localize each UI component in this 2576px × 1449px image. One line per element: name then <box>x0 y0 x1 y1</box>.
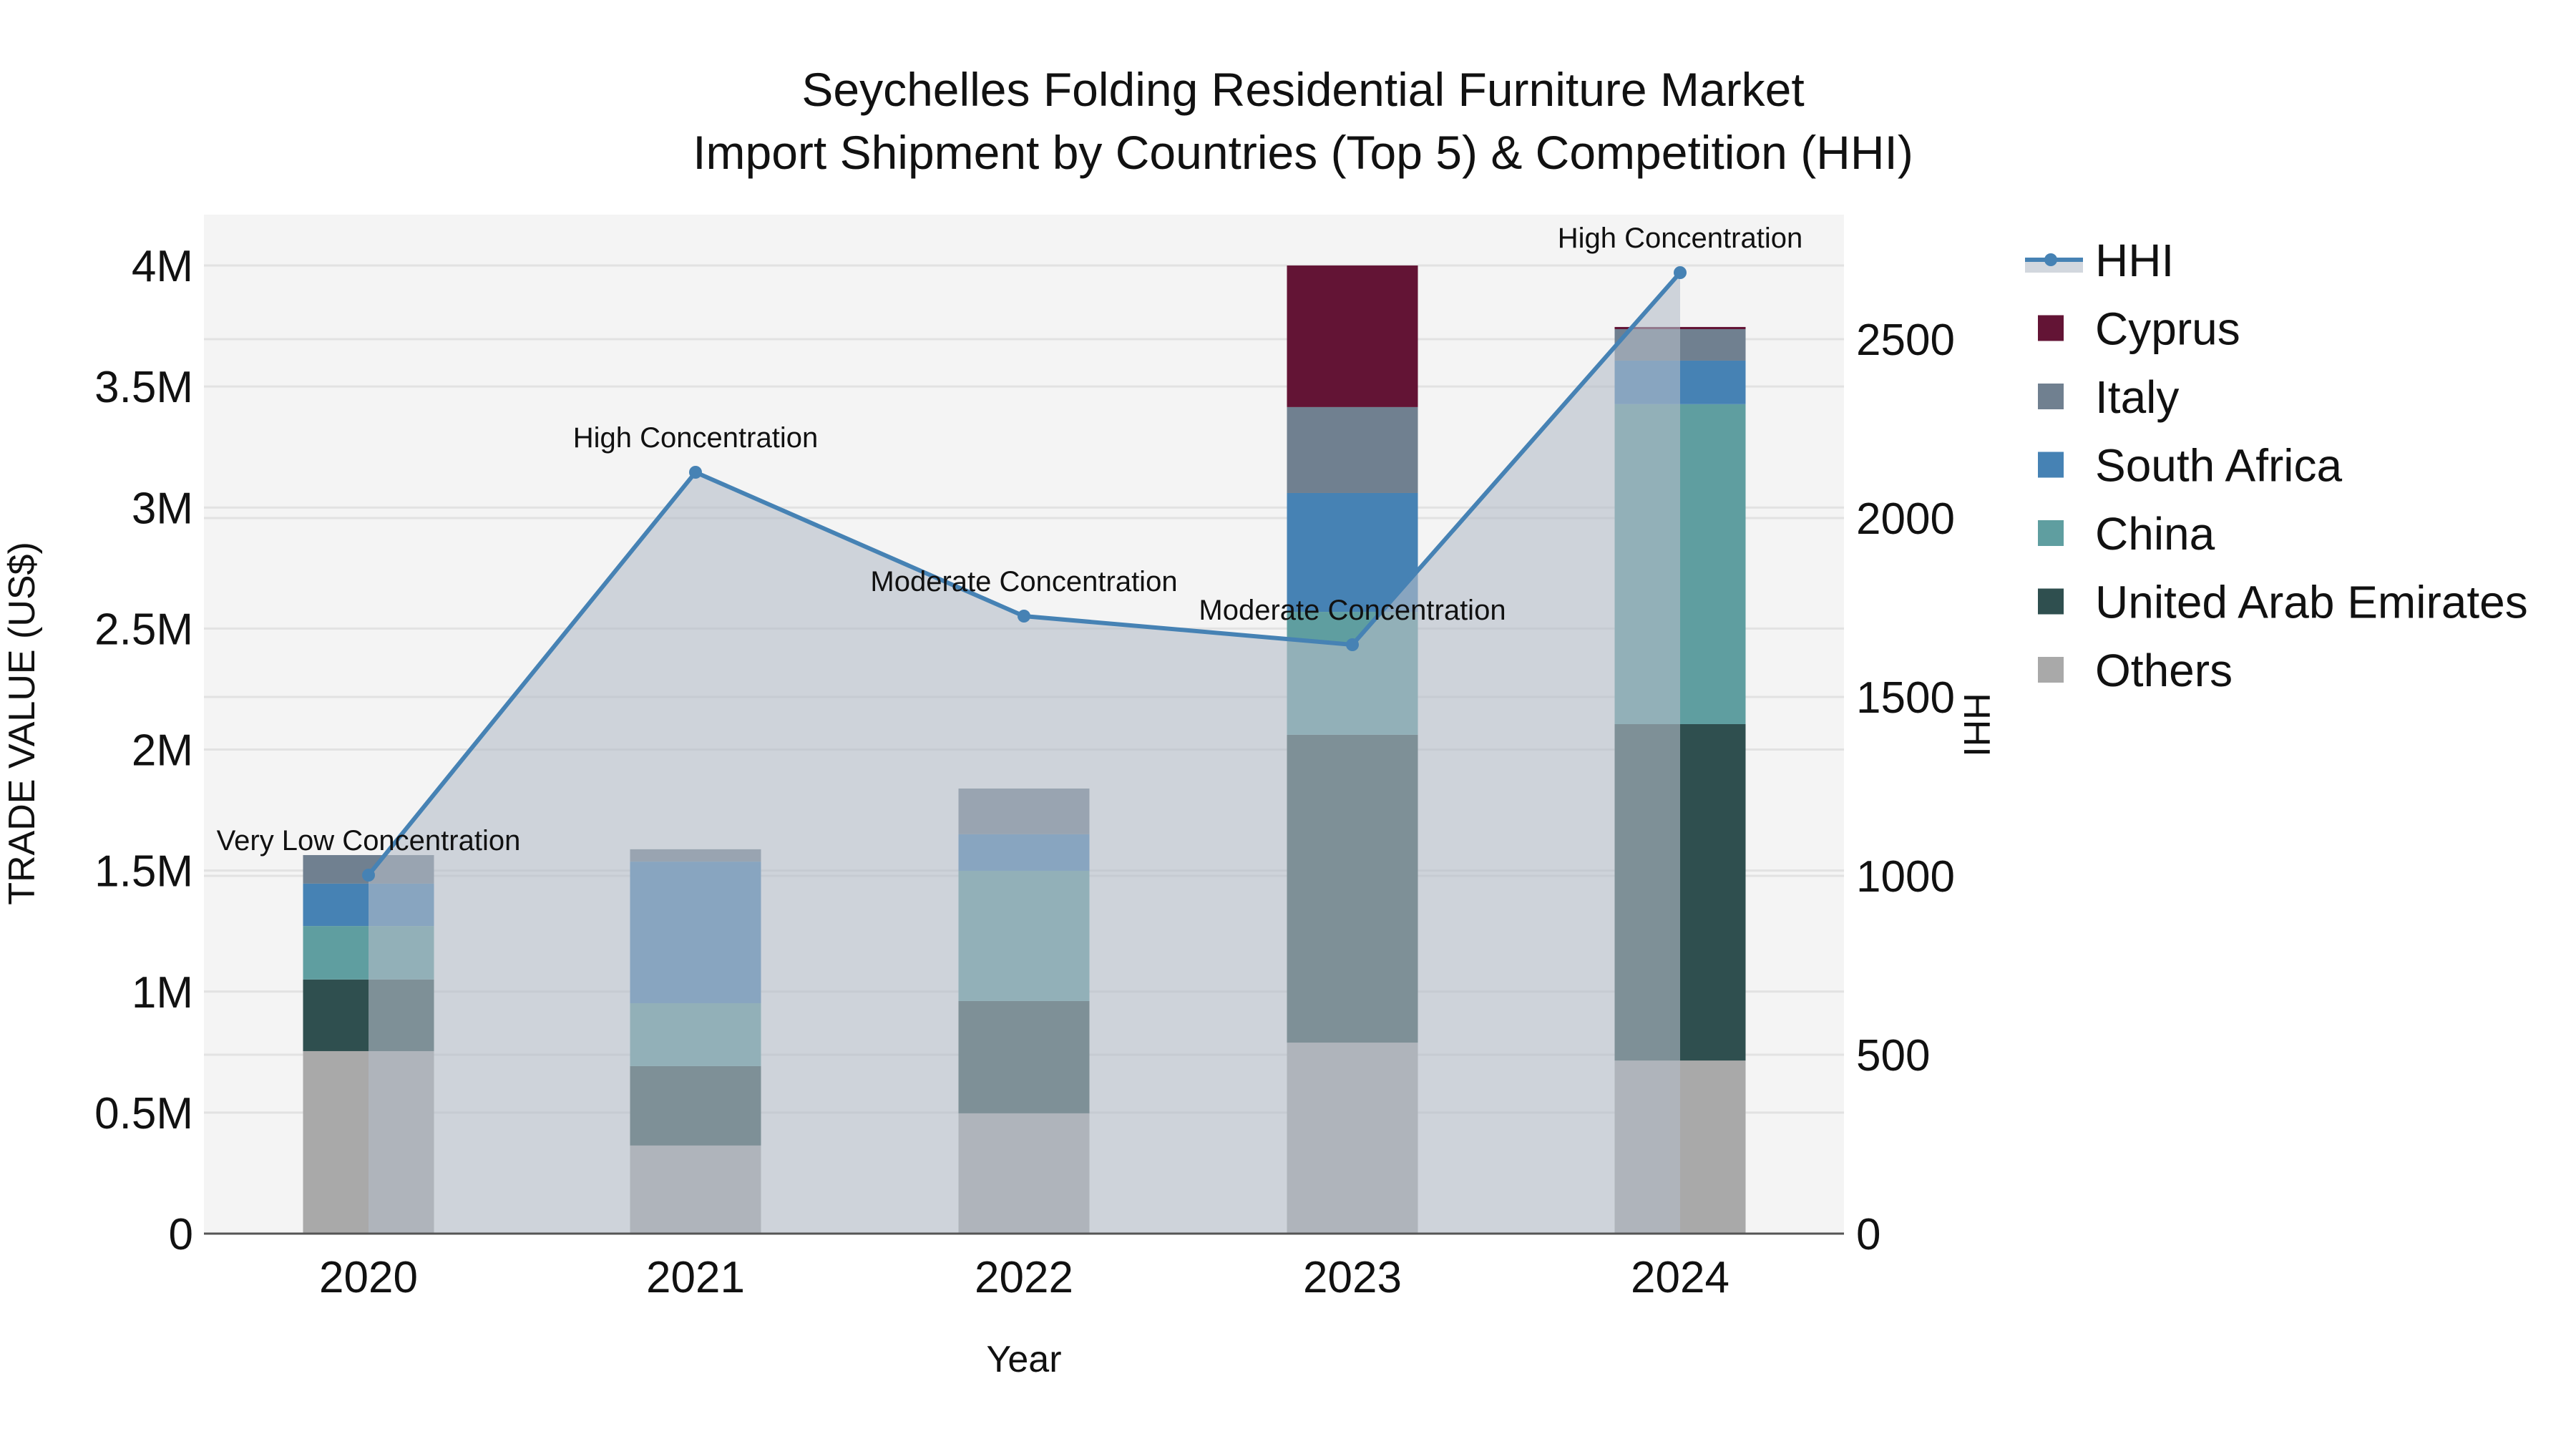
legend-item-south-africa[interactable]: South Africa <box>2038 440 2343 492</box>
y-tick-label: 0 <box>169 1210 193 1259</box>
y2-tick-label: 1500 <box>1856 673 1955 723</box>
legend-label: Others <box>2095 645 2233 696</box>
legend-hhi-fill-icon <box>2025 260 2083 273</box>
hhi-marker <box>689 466 702 479</box>
hhi-marker <box>362 869 375 882</box>
y-tick-label: 2M <box>132 726 193 776</box>
bar-segment-cyprus <box>1287 265 1418 407</box>
legend-swatch-icon <box>2038 588 2064 615</box>
chart-subtitle: Import Shipment by Countries (Top 5) & C… <box>693 126 1913 179</box>
hhi-line <box>362 266 1687 882</box>
legend-item-cyprus[interactable]: Cyprus <box>2038 303 2240 355</box>
hhi-annotation: High Concentration <box>1558 223 1802 254</box>
legend-swatch-icon <box>2038 315 2064 341</box>
y2-axis-ticks: 0 500 1000 1500 2000 2500 <box>1856 316 1955 1259</box>
legend-swatch-icon <box>2038 452 2064 478</box>
y-tick-label: 4M <box>132 242 193 291</box>
y2-tick-label: 500 <box>1856 1031 1930 1080</box>
legend-hhi-marker-icon <box>2044 253 2057 266</box>
hhi-area <box>369 273 1680 1234</box>
legend-item-italy[interactable]: Italy <box>2038 371 2179 423</box>
legend-item-united-arab-emirates[interactable]: United Arab Emirates <box>2038 577 2528 628</box>
hhi-area-fill <box>369 273 1680 1234</box>
legend-label: China <box>2095 508 2215 560</box>
y2-tick-label: 2000 <box>1856 494 1955 544</box>
legend-item-others[interactable]: Others <box>2038 645 2233 696</box>
y-tick-label: 1.5M <box>94 847 193 897</box>
legend: HHI Cyprus Italy South Africa China United Ar… <box>2025 235 2528 696</box>
y-axis-ticks: 0 0.5M 1M 1.5M 2M 2.5M 3M 3.5M 4M <box>94 242 193 1259</box>
hhi-annotation: High Concentration <box>573 422 818 454</box>
y-tick-label: 3M <box>132 484 193 533</box>
y2-axis-title: HHI <box>1956 693 1997 757</box>
legend-swatch-icon <box>2038 657 2064 683</box>
x-tick-label: 2020 <box>319 1253 418 1302</box>
y-tick-label: 1M <box>132 968 193 1018</box>
legend-swatch-icon <box>2038 520 2064 546</box>
legend-label: United Arab Emirates <box>2095 577 2528 628</box>
y-tick-label: 3.5M <box>94 363 193 412</box>
legend-label: Cyprus <box>2095 303 2240 355</box>
legend-item-hhi[interactable]: HHI <box>2025 235 2174 286</box>
legend-swatch-icon <box>2038 384 2064 409</box>
chart-title: Seychelles Folding Residential Furniture… <box>801 63 1804 116</box>
hhi-annotation: Moderate Concentration <box>1199 595 1506 626</box>
x-tick-label: 2022 <box>975 1253 1073 1302</box>
legend-item-china[interactable]: China <box>2038 508 2215 560</box>
hhi-annotations: Very Low Concentration High Concentration… <box>217 223 1803 857</box>
y-axis-title: TRADE VALUE (US$) <box>1 542 43 905</box>
legend-label: Italy <box>2095 371 2179 423</box>
y2-tick-label: 2500 <box>1856 316 1955 365</box>
y-tick-label: 2.5M <box>94 605 193 654</box>
x-tick-label: 2024 <box>1631 1253 1729 1302</box>
hhi-annotation: Very Low Concentration <box>217 825 521 857</box>
x-axis-title: Year <box>986 1339 1061 1380</box>
x-tick-label: 2021 <box>646 1253 745 1302</box>
hhi-marker <box>1674 266 1687 279</box>
x-tick-label: 2023 <box>1303 1253 1402 1302</box>
x-axis-ticks: 2020 2021 2022 2023 2024 <box>319 1253 1729 1302</box>
hhi-marker <box>1018 610 1030 623</box>
legend-label: South Africa <box>2095 440 2343 492</box>
y2-tick-label: 1000 <box>1856 852 1955 902</box>
y2-tick-label: 0 <box>1856 1210 1880 1259</box>
hhi-marker <box>1346 638 1359 651</box>
legend-label: HHI <box>2095 235 2174 286</box>
hhi-annotation: Moderate Concentration <box>870 566 1177 597</box>
y-tick-label: 0.5M <box>94 1089 193 1138</box>
bar-segment-italy <box>1287 406 1418 493</box>
